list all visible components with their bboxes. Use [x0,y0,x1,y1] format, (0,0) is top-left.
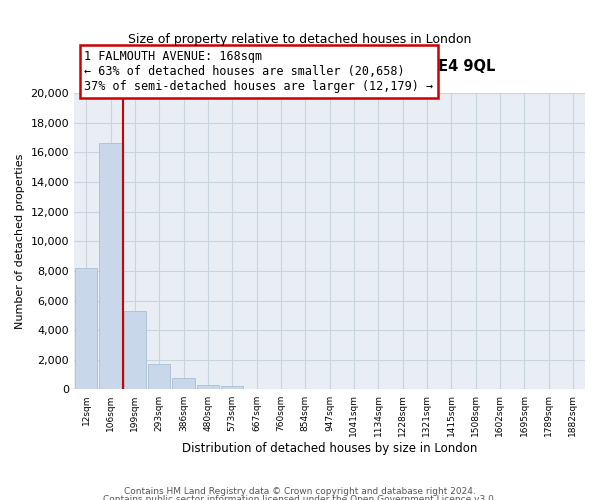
Text: Contains HM Land Registry data © Crown copyright and database right 2024.: Contains HM Land Registry data © Crown c… [124,488,476,496]
Bar [221,386,244,390]
Bar [100,144,122,390]
Text: 1 FALMOUTH AVENUE: 168sqm
← 63% of detached houses are smaller (20,658)
37% of s: 1 FALMOUTH AVENUE: 168sqm ← 63% of detac… [84,50,433,93]
Text: Contains public sector information licensed under the Open Government Licence v3: Contains public sector information licen… [103,495,497,500]
Bar [197,386,219,390]
Title: 1, FALMOUTH AVENUE, LONDON, E4 9QL: 1, FALMOUTH AVENUE, LONDON, E4 9QL [163,59,496,74]
Bar [172,378,195,390]
Bar [148,364,170,390]
Text: Size of property relative to detached houses in London: Size of property relative to detached ho… [128,32,472,46]
Y-axis label: Number of detached properties: Number of detached properties [15,154,25,329]
X-axis label: Distribution of detached houses by size in London: Distribution of detached houses by size … [182,442,477,455]
Bar [75,268,97,390]
Bar [124,311,146,390]
